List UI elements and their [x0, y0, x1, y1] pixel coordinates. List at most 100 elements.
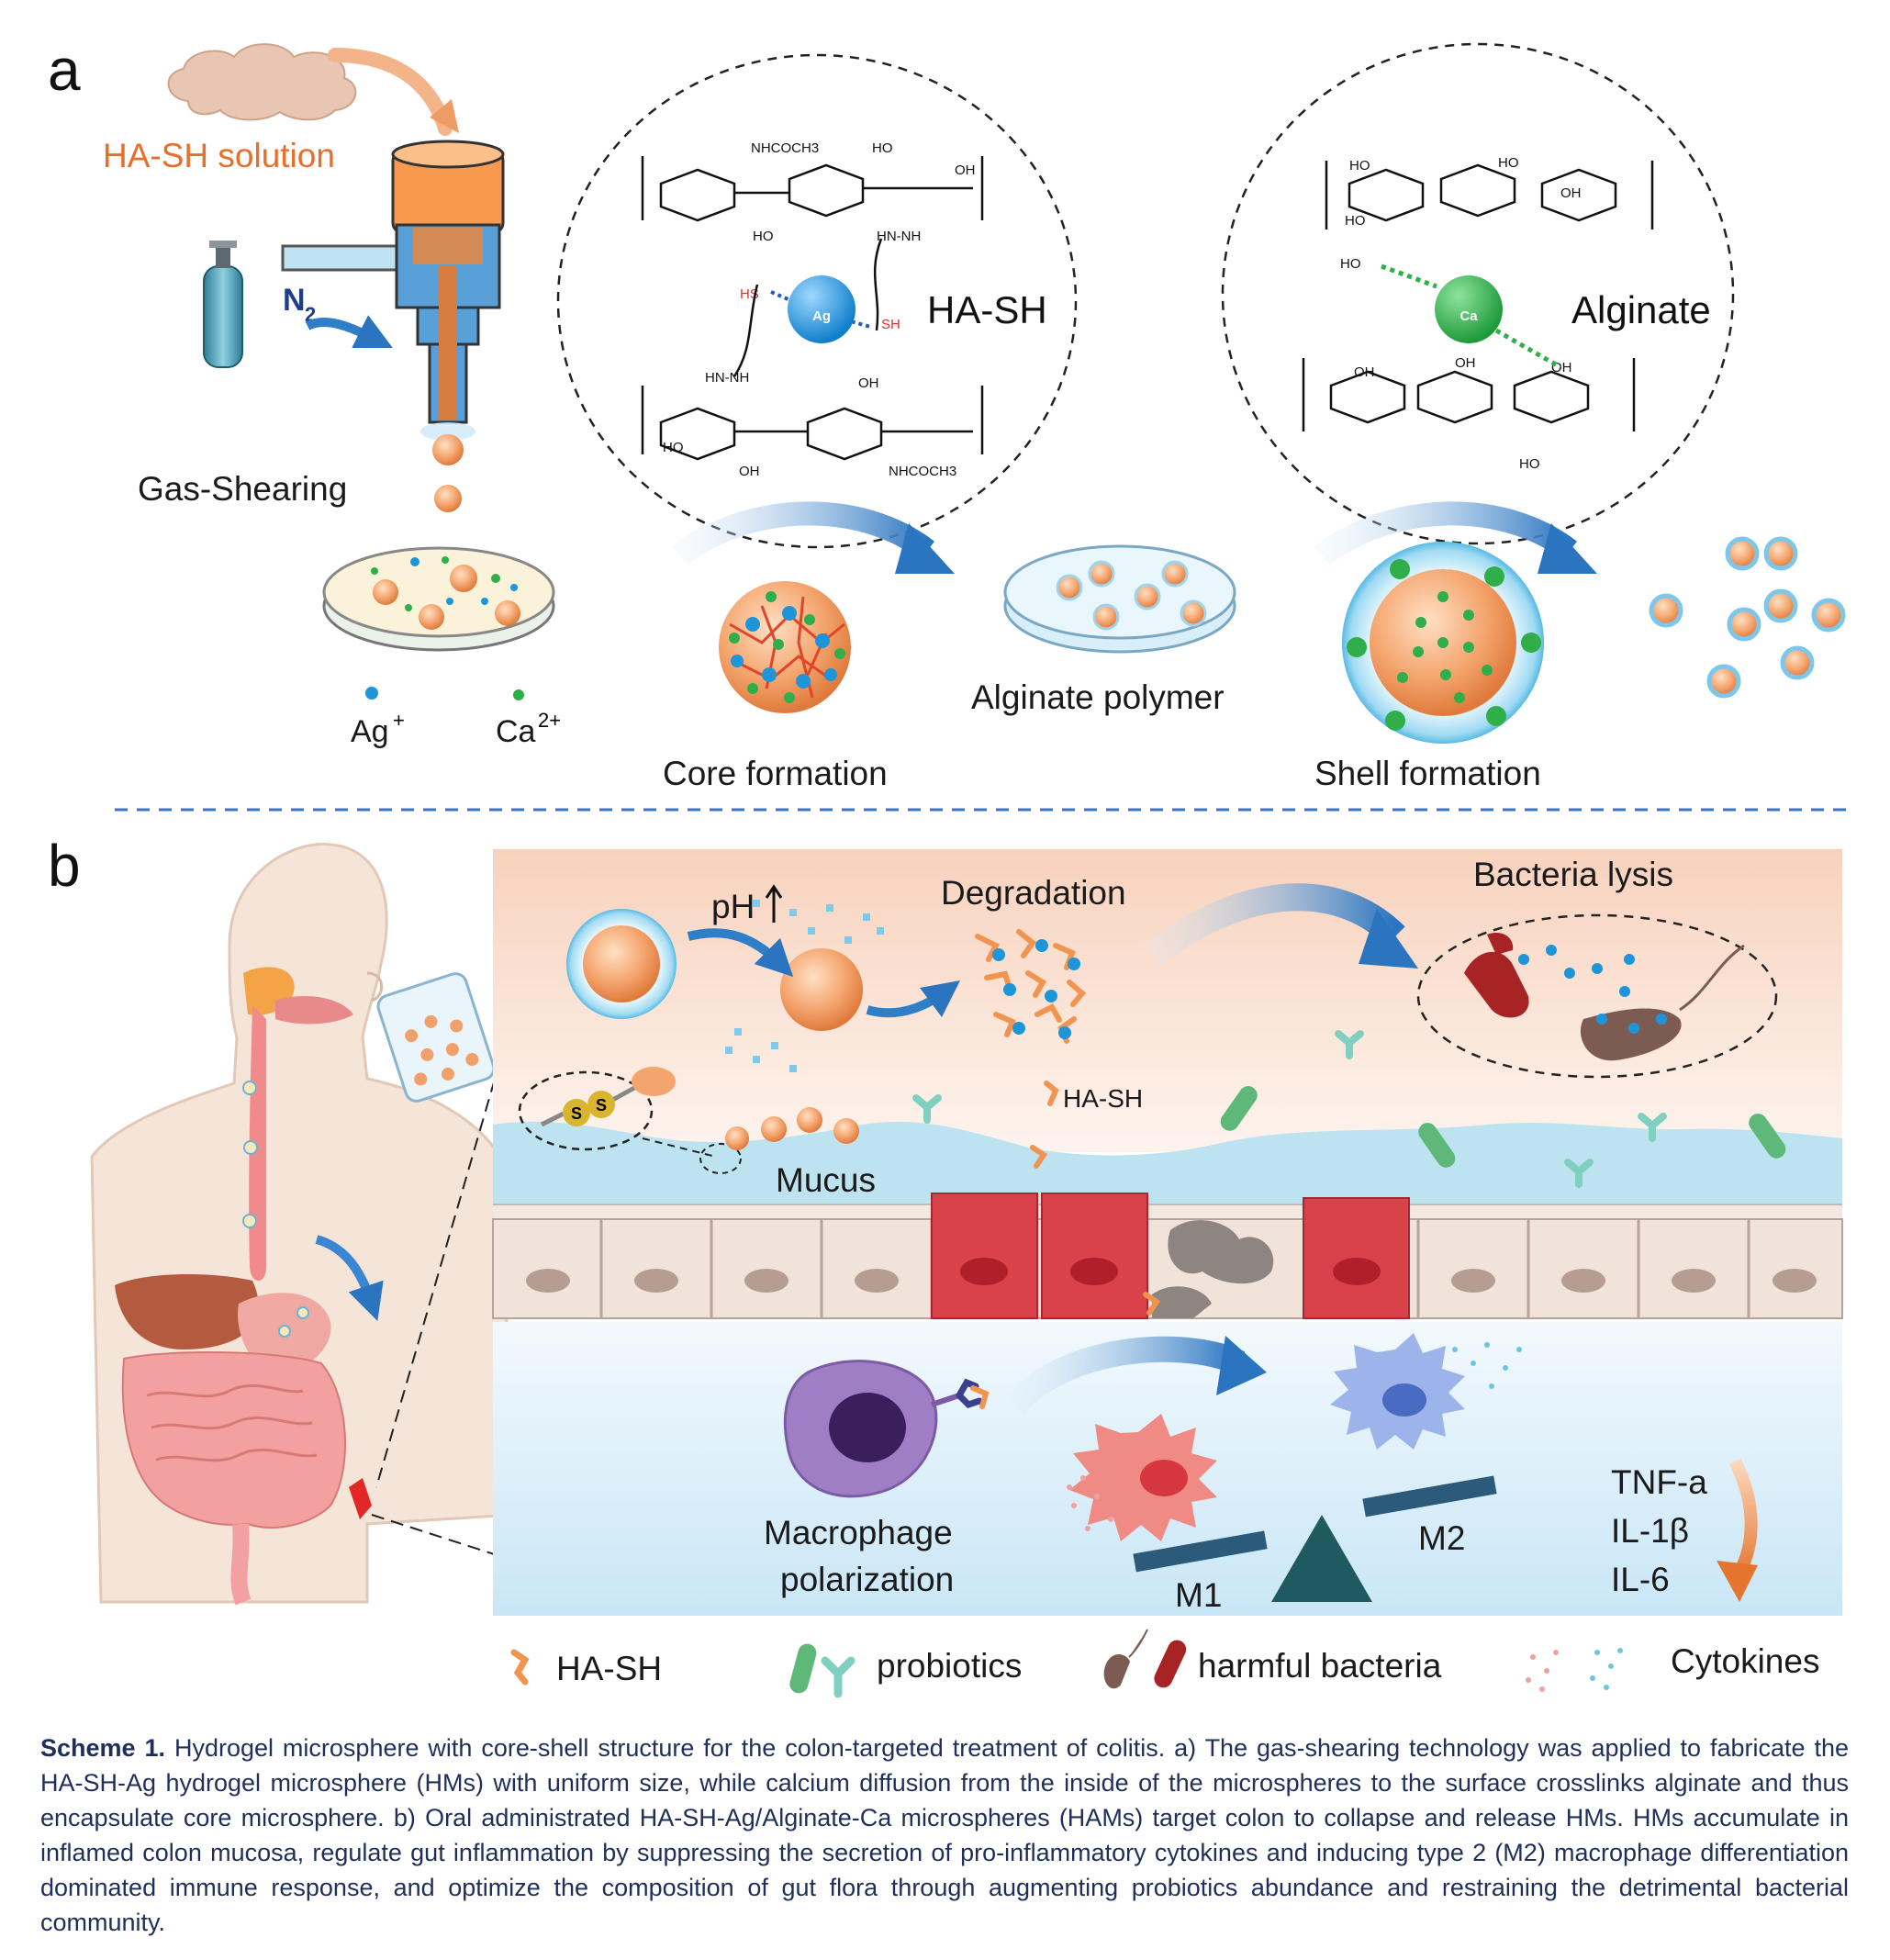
disulfide-bond-inset: S S	[518, 1067, 676, 1151]
gas-shearing-device-icon	[281, 140, 505, 512]
legend: HA-SH probiotics harmful bacteria Cytoki…	[510, 1629, 1819, 1698]
cytokine-item: IL-6	[1611, 1561, 1670, 1598]
chem-group: HO	[663, 440, 684, 455]
legend-ha-sh-label: HA-SH	[556, 1650, 662, 1687]
m1-macrophage-icon	[1067, 1414, 1217, 1541]
legend-probiotic-rod-icon	[789, 1643, 817, 1694]
caption-lead: Scheme 1.	[40, 1734, 166, 1762]
shell-arrowhead-icon	[1538, 523, 1597, 574]
chem-group: HN-NH	[877, 229, 921, 244]
chem-group: HO	[1340, 256, 1361, 272]
release-arrowhead-icon	[1359, 909, 1418, 969]
core-shell-microsphere-icon	[1342, 542, 1544, 744]
macrophage-icon	[783, 1360, 990, 1498]
release-arrow-icon	[1143, 883, 1405, 966]
core-formation-label: Core formation	[663, 755, 888, 792]
panel-a-label: a	[48, 37, 81, 103]
m1-label: M1	[1175, 1576, 1222, 1614]
disulfide-s-right: S	[596, 1096, 607, 1114]
microsphere-degradation-icon	[566, 900, 884, 1072]
chem-group: HO	[1345, 213, 1366, 229]
zoom-line-bottom	[371, 1514, 515, 1562]
panel-b-label: b	[48, 833, 81, 899]
degradation-arrow-icon	[866, 980, 961, 1018]
ag-ion-charge: +	[393, 709, 405, 732]
legend-probiotics-label: probiotics	[877, 1647, 1022, 1685]
macrophage-label-line1: Macrophage	[764, 1514, 953, 1551]
chem-group: OH	[1560, 185, 1582, 201]
polarization-arrowhead-icon	[1216, 1336, 1267, 1395]
bacteria-lysis-label: Bacteria lysis	[1473, 856, 1673, 893]
n2-flow-arrow-icon	[305, 315, 393, 348]
lumen-background	[493, 849, 1842, 1152]
chem-group: OH	[858, 375, 879, 391]
core-formation-arrow-icon	[672, 501, 935, 566]
ca-ion-center-label: Ca	[1459, 308, 1478, 324]
chem-group: HO	[1498, 155, 1519, 171]
macrophage-label-line2: polarization	[780, 1561, 954, 1598]
chem-group: HO	[1349, 158, 1370, 174]
alginate-structure-label: Alginate	[1571, 288, 1711, 331]
ha-sh-cloud-icon	[167, 43, 357, 121]
cytokine-arrowhead-icon	[1717, 1561, 1758, 1602]
ha-sh-structure: NHCOCH3 HO OH HO HN-NH HS SH HN-NH OH HO…	[556, 53, 1078, 549]
legend-cytokines-icon	[1526, 1648, 1623, 1692]
mucus-layer	[493, 1121, 1842, 1221]
chem-group: HN-NH	[705, 370, 749, 386]
legend-probiotic-y-icon	[821, 1656, 856, 1698]
petri-dish-alginate-icon	[1003, 544, 1236, 654]
alginate-polymer-label: Alginate polymer	[971, 678, 1225, 716]
legend-ha-sh-icon	[510, 1649, 530, 1686]
mucus-label: Mucus	[776, 1161, 876, 1199]
cytokine-item: TNF-a	[1611, 1463, 1707, 1501]
chem-group: NHCOCH3	[751, 140, 819, 156]
degraded-ha-sh-network-icon	[975, 929, 1087, 1044]
bacteria-lysis-icon	[1416, 913, 1778, 1079]
alginate-structure: HO OH HO HO HO OH OH OH HO Ca Alginate	[1221, 42, 1735, 545]
microsphere-glass-icon	[376, 972, 496, 1103]
degradation-label: Degradation	[941, 874, 1126, 912]
chem-group: OH	[955, 162, 976, 178]
legend-harmful-bacteria-icon	[1103, 1629, 1148, 1689]
ca-ion-legend-dot	[513, 689, 524, 700]
chem-group: SH	[881, 317, 900, 332]
digestion-arrow-icon	[315, 1235, 384, 1321]
final-microspheres-icon	[1649, 536, 1846, 699]
m2-label: M2	[1418, 1519, 1465, 1557]
chem-group: HO	[1519, 456, 1540, 472]
polarization-arrow-icon	[1004, 1336, 1246, 1414]
zoom-line-top	[375, 1059, 501, 1488]
inset-source-circle	[699, 1143, 742, 1174]
shell-formation-arrow-icon	[1314, 501, 1578, 566]
n2-label: N	[283, 283, 306, 318]
cytokine-item: IL-1β	[1611, 1512, 1689, 1550]
core-microsphere-icon	[719, 581, 851, 713]
caption-text: Hydrogel microsphere with core-shell str…	[40, 1734, 1849, 1936]
shell-formation-label: Shell formation	[1314, 755, 1541, 792]
chem-group: HO	[872, 140, 893, 156]
legend-harmful-rod-icon	[1154, 1640, 1187, 1688]
ha-sh-lumen-icon	[1030, 1081, 1161, 1316]
chem-group: OH	[1455, 355, 1476, 371]
mucus-microspheres-icon	[725, 1107, 859, 1150]
ph-up-arrow-icon	[765, 884, 783, 923]
disulfide-s-left: S	[571, 1104, 582, 1123]
pour-arrowhead-icon	[430, 99, 459, 133]
epithelium-layer	[492, 1193, 1843, 1319]
petri-dish-crosslinking-icon	[322, 546, 555, 652]
probiotics-icon	[912, 1030, 1786, 1188]
ag-ion-legend-dot	[365, 687, 378, 700]
legend-harmful-bacteria-label: harmful bacteria	[1198, 1647, 1442, 1685]
ph-arrow-icon	[687, 928, 794, 978]
chem-group: NHCOCH3	[889, 464, 956, 479]
ph-label: pH	[711, 888, 755, 925]
ag-ion-label: Ag	[351, 714, 389, 749]
ha-sh-lumen-label: HA-SH	[1063, 1084, 1143, 1113]
gas-shearing-label: Gas-Shearing	[138, 470, 347, 508]
core-arrowhead-icon	[895, 523, 955, 574]
chem-group: OH	[739, 464, 760, 479]
ag-ion-center-label: Ag	[812, 308, 831, 324]
figure-caption: Scheme 1. Hydrogel microsphere with core…	[40, 1730, 1849, 1940]
ha-sh-structure-label: HA-SH	[927, 288, 1047, 331]
